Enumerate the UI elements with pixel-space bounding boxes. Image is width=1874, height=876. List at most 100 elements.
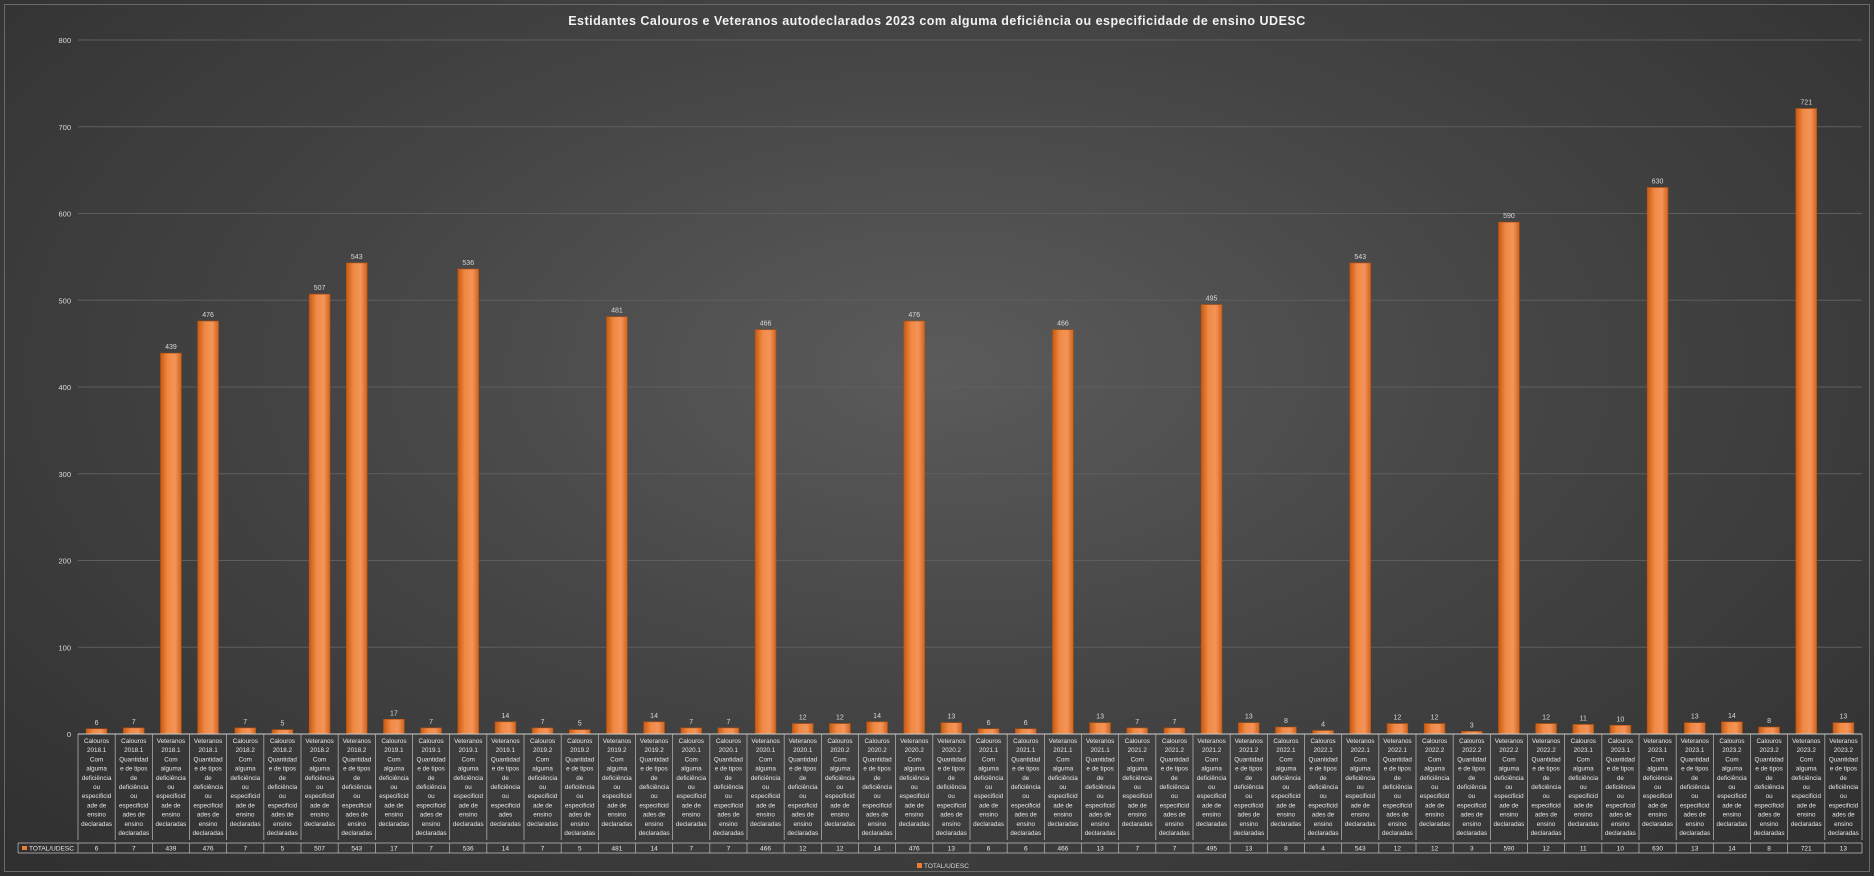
category-label-line: alguma (1573, 766, 1594, 773)
category-label-line: especificid (751, 793, 781, 800)
category-label: Calouros 2019.1 Quantidad e de tipos de defic… (416, 738, 447, 837)
category-label-line: deficiência (937, 784, 967, 791)
category-label-line: Quantidad (194, 756, 224, 763)
bar (383, 718, 405, 735)
category-label-line: ensino (1016, 821, 1035, 828)
category-label-line: deficiência (1011, 784, 1041, 791)
gridlines (78, 39, 1862, 648)
category-label-line: ou (1208, 784, 1216, 791)
category-label: Calouros 2021.2 Quantidad e de tipos de defic… (1159, 738, 1190, 837)
category-label-line: e de tipos (715, 766, 742, 773)
bar (606, 316, 628, 735)
category-label-line: Quantidad (1234, 756, 1264, 763)
category-label-line: 2021.2 (1239, 747, 1259, 754)
data-label: 6 (95, 720, 99, 727)
category-label-line: declaradas (1159, 830, 1190, 837)
category-label-line: ensino (1537, 821, 1556, 828)
category-label-line: alguma (86, 766, 107, 773)
category-label-line: deficiência (1271, 775, 1301, 782)
category-label-line: ades de (569, 812, 592, 819)
category-label-line: declaradas (1308, 830, 1339, 837)
category-label-line: ou (799, 793, 807, 800)
category-label-line: deficiência (1568, 775, 1598, 782)
table-value: 13 (948, 846, 956, 853)
bar (1349, 262, 1371, 735)
category-label-line: ou (502, 793, 510, 800)
table-value: 6 (987, 846, 991, 853)
category-label-line: declaradas (750, 821, 781, 828)
category-label-line: ensino (1685, 821, 1704, 828)
category-label-line: 2022.1 (1313, 747, 1333, 754)
category-label-line: deficiência (416, 784, 446, 791)
category-label: Calouros 2021.2 Com alguma deficiência ou espe… (1122, 738, 1153, 828)
category-label-line: ades de (1386, 812, 1409, 819)
category-label: Veteranos 2023.1 Quantidad e de tipos de defi… (1679, 738, 1710, 837)
category-label-line: especificid (1717, 793, 1747, 800)
data-label: 8 (1767, 718, 1771, 725)
category-label: Veteranos 2022.1 Com alguma deficiência ou esp… (1345, 738, 1376, 828)
category-label-line: ade de (1276, 802, 1296, 809)
category-label-line: ensino (422, 821, 441, 828)
category-label-line: Quantidad (788, 756, 818, 763)
category-label-line: 2020.2 (905, 747, 925, 754)
category-label: Veteranos 2019.1 Com alguma deficiência ou esp… (453, 738, 484, 828)
category-label-line: declaradas (1754, 830, 1785, 837)
category-label-line: 2022.1 (1388, 747, 1408, 754)
bar (457, 268, 479, 735)
category-label-line: Com (462, 756, 475, 763)
category-label-line: e de tipos (1755, 766, 1782, 773)
category-label-line: especificid (119, 802, 149, 809)
category-label-line: declaradas (1531, 830, 1562, 837)
category-label-line: Calouros (1756, 738, 1781, 745)
category-label-line: 2020.2 (830, 747, 850, 754)
category-label-line: deficiência (565, 784, 595, 791)
table-value: 12 (1394, 846, 1402, 853)
table-value: 12 (836, 846, 844, 853)
category-label-line: e de tipos (120, 766, 147, 773)
category-label-line: ou (279, 793, 287, 800)
category-label-line: especificid (565, 802, 595, 809)
bar (1795, 108, 1817, 735)
category-label: Veteranos 2020.2 Quantidad e de tipos de defi… (936, 738, 967, 837)
category-label-line: especificid (268, 802, 298, 809)
category-label-line: 2021.1 (1053, 747, 1073, 754)
y-axis-tick-labels: 0 100 200 300 400 500 600 700 800 (58, 36, 71, 739)
category-label-line: declaradas (936, 830, 967, 837)
category-label-line: especificid (1123, 793, 1153, 800)
category-label-line: declaradas (1233, 830, 1264, 837)
category-label-line: alguma (1499, 766, 1520, 773)
category-label-line: alguma (1053, 766, 1074, 773)
category-label-line: especificid (1346, 793, 1376, 800)
category-label: Calouros 2020.1 Quantidad e de tipos de defic… (713, 738, 744, 837)
category-label-line: deficiência (1308, 784, 1338, 791)
category-label-line: ou (1766, 793, 1774, 800)
table-value: 630 (1652, 846, 1663, 853)
category-label: Veteranos 2018.1 Com alguma deficiência ou esp… (156, 738, 187, 828)
category-label-line: deficiência (974, 775, 1004, 782)
category-label-line: Calouros (827, 738, 852, 745)
category-label-line: ades de (1758, 812, 1781, 819)
category-label-line: 2023.2 (1834, 747, 1854, 754)
category-label-line: ou (1728, 784, 1736, 791)
category-label-line: Com (164, 756, 177, 763)
data-label: 17 (390, 710, 398, 717)
category-label-line: ade de (830, 802, 850, 809)
table-value: 10 (1617, 846, 1625, 853)
data-label: 12 (799, 715, 807, 722)
category-label-line: deficiência (676, 775, 706, 782)
category-label-line: ensino (1054, 812, 1073, 819)
category-label: Calouros 2022.1 Com alguma deficiência ou espe… (1271, 738, 1302, 828)
category-label-line: ades de (1832, 812, 1855, 819)
category-label-line: de (725, 775, 733, 782)
category-label-line: ensino (1462, 821, 1481, 828)
category-label-line: especificid (1197, 793, 1227, 800)
category-label-line: especificid (156, 793, 186, 800)
bar (1200, 304, 1223, 735)
category-label-line: ou (1543, 793, 1551, 800)
category-label: Calouros 2019.2 Quantidad e de tipos de defic… (564, 738, 595, 837)
category-label-line: Com (1131, 756, 1144, 763)
bar (1089, 722, 1111, 735)
category-label-line: ou (1468, 793, 1476, 800)
category-label-line: deficiência (1420, 775, 1450, 782)
category-label-line: 2018.2 (273, 747, 293, 754)
